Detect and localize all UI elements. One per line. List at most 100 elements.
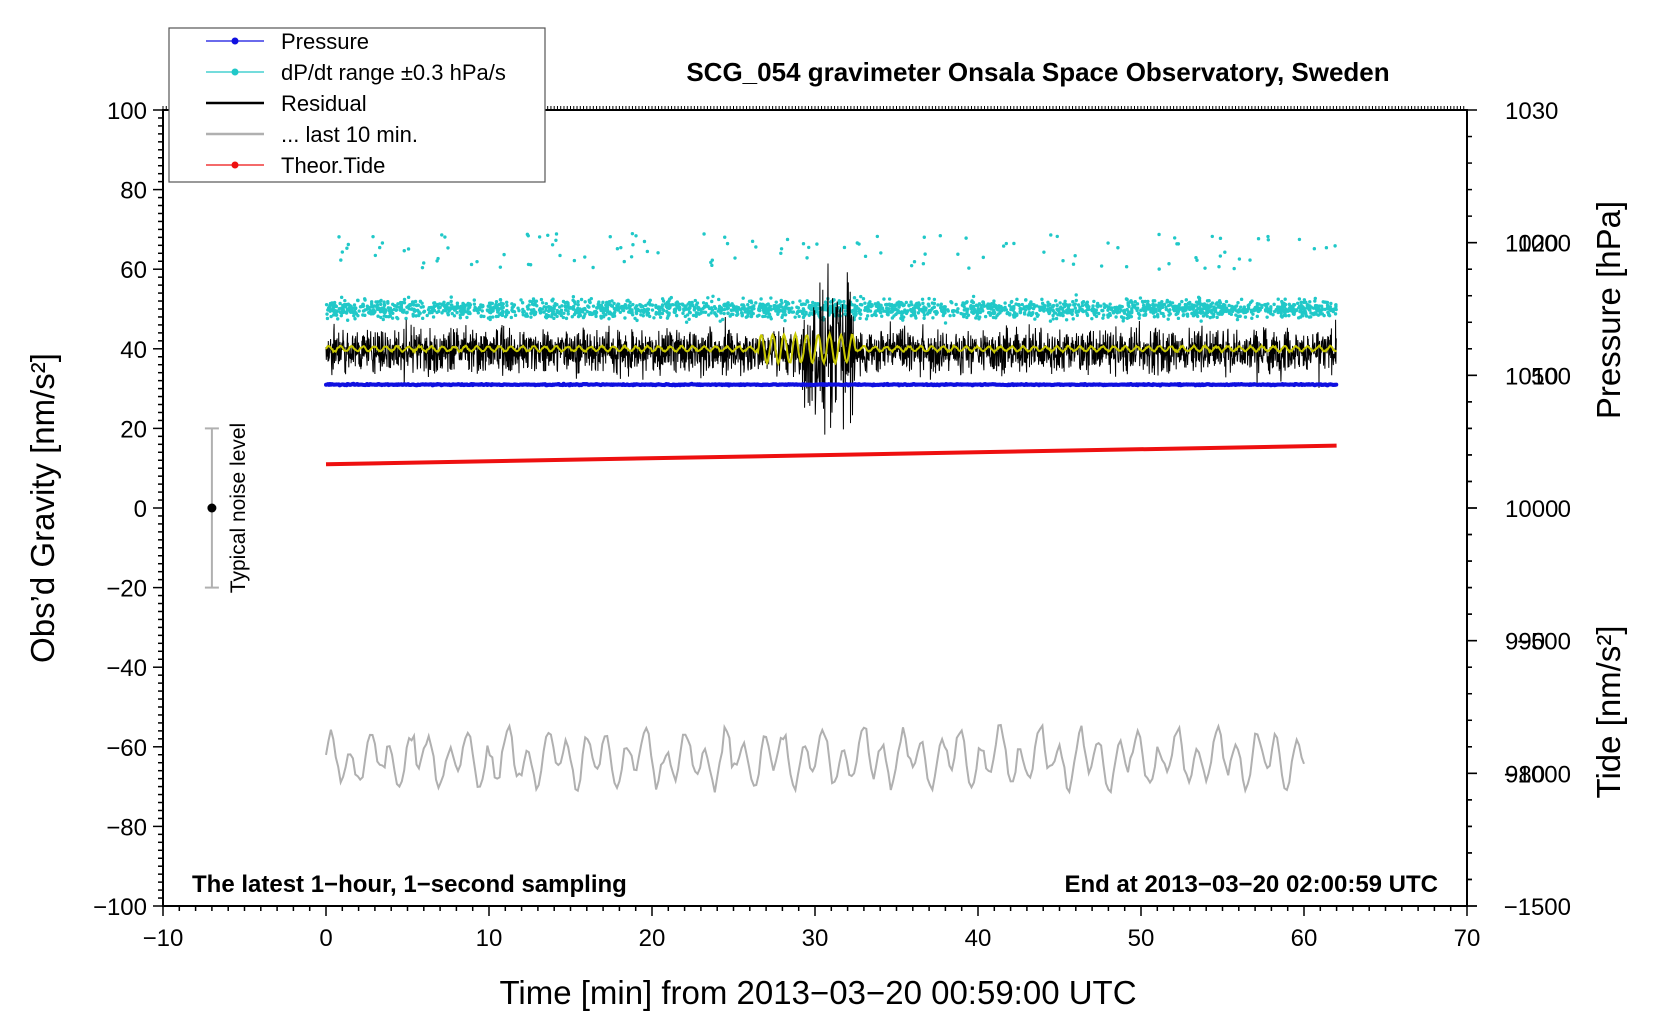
dpdt-point [363,298,367,302]
dpdt-point [1087,307,1091,312]
dpdt-point [793,315,797,319]
dpdt-point [763,314,767,319]
dpdt-point [458,316,463,320]
dpdt-point [342,303,347,307]
dpdt-point [785,306,789,310]
dpdt-point [863,306,868,310]
annotation-end-time: End at 2013−03−20 02:00:59 UTC [1064,871,1438,898]
dpdt-point [505,303,509,308]
dpdt-point [843,312,847,316]
dpdt-point [728,303,733,307]
dpdt-point [532,308,536,312]
dpdt-point [631,243,635,247]
dpdt-point [998,309,1002,313]
dpdt-point [1147,303,1152,308]
dpdt-point [1130,307,1134,311]
dpdt-point [1048,319,1053,323]
dpdt-point [668,297,672,301]
dpdt-point [1132,305,1136,309]
dpdt-point [962,304,966,309]
dpdt-point [533,312,538,316]
dpdt-point [1075,313,1080,318]
dpdt-point [402,249,406,253]
dpdt-point [1227,311,1232,316]
dpdt-point [681,311,685,315]
dpdt-point [923,252,927,256]
dpdt-point [1130,300,1134,305]
dpdt-point [555,310,559,314]
dpdt-point [1176,316,1181,321]
dpdt-point [965,311,969,316]
dpdt-point [702,310,706,314]
dpdt-point [1138,313,1142,317]
dpdt-point [1255,304,1259,309]
dpdt-point [547,309,551,313]
dpdt-point [642,239,647,244]
dpdt-point [988,313,993,317]
dpdt-point [572,258,577,263]
dpdt-point [1153,299,1157,303]
dpdt-point [921,262,926,266]
dpdt-point [658,315,663,320]
dpdt-point [674,313,679,318]
dpdt-point [627,310,631,314]
dpdt-point [1054,316,1059,321]
dpdt-point [803,302,807,306]
dpdt-point [1018,310,1023,315]
dpdt-point [961,301,965,305]
legend-box [168,27,546,183]
dpdt-point [1333,244,1337,248]
dpdt-point [571,295,576,299]
dpdt-point [1116,246,1120,250]
dpdt-point [939,308,944,313]
dpdt-point [386,300,390,304]
dpdt-point [639,303,643,308]
dpdt-point [746,303,750,307]
dpdt-point [790,306,794,310]
dpdt-point [446,301,450,306]
dpdt-point [465,315,469,320]
dpdt-point [744,315,748,319]
dpdt-point [418,311,422,315]
dpdt-point [795,305,799,309]
dpdt-point [358,305,363,309]
dpdt-point [743,310,748,314]
dpdt-point [673,307,678,311]
dpdt-point [699,311,703,315]
dpdt-point [1194,255,1198,260]
dpdt-point [538,310,543,314]
dpdt-point [1066,303,1070,307]
dpdt-point [1302,298,1307,302]
dpdt-point [774,300,778,304]
dpdt-point [801,307,806,311]
dpdt-point [1059,307,1064,311]
dpdt-point [685,313,690,317]
dpdt-point [543,315,548,319]
dpdt-point [339,295,344,300]
dpdt-point [1313,311,1317,315]
dpdt-point [630,310,634,314]
dpdt-point [426,307,431,312]
dpdt-point [1127,315,1131,320]
dpdt-point [432,304,436,308]
noise-level-indicator: Typical noise level [204,423,250,593]
dpdt-point [339,313,344,318]
dpdt-point [870,303,874,307]
dpdt-point [413,309,417,313]
tide-tick-label: −1000 [1504,761,1571,788]
dpdt-point [623,316,627,320]
dpdt-point [977,302,982,306]
dpdt-point [517,308,521,313]
dpdt-point [588,312,592,316]
dpdt-point [1007,303,1012,308]
y-tick-label: −60 [106,735,147,762]
dpdt-point [371,234,375,239]
dpdt-point [1114,315,1118,319]
dpdt-point [441,302,445,307]
dpdt-point [642,310,646,315]
dpdt-point [496,308,501,312]
dpdt-point [363,313,367,318]
dpdt-point [1296,301,1300,305]
dpdt-point [833,302,838,307]
dpdt-point [1051,305,1055,309]
